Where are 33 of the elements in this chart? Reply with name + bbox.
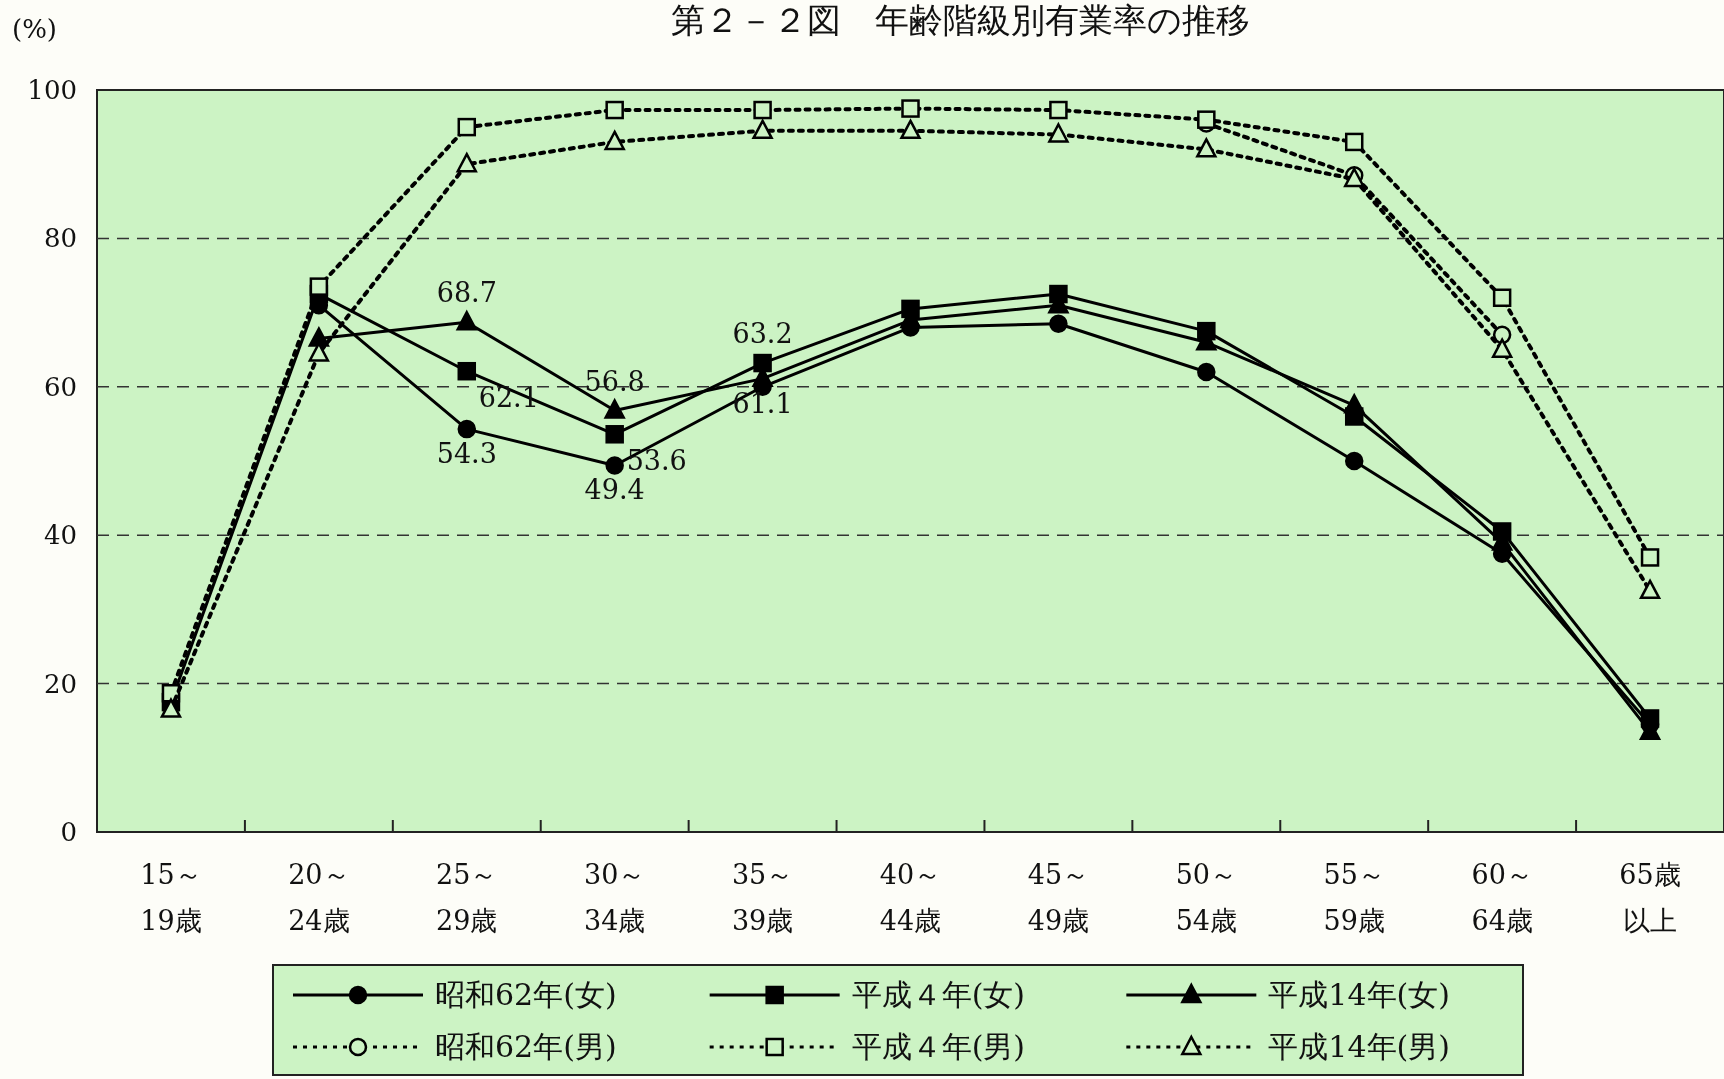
legend-label: 平成４年(女) — [851, 977, 1026, 1012]
x-tick-label: 35～39歳 — [731, 859, 794, 936]
legend-label: 平成４年(男) — [851, 1029, 1026, 1064]
legend-label: 平成14年(女) — [1268, 977, 1450, 1012]
data-label: 56.8 — [584, 365, 645, 397]
chart-title: 第２－２図 年齢階級別有業率の推移 — [670, 0, 1250, 40]
x-tick-label: 20～24歳 — [288, 859, 350, 936]
y-tick-label: 40 — [43, 520, 77, 551]
x-tick-label: 30～34歳 — [584, 859, 646, 936]
legend-label: 昭和62年(男) — [435, 1029, 617, 1064]
x-tick-label: 40～44歳 — [879, 859, 942, 936]
data-label: 54.3 — [436, 438, 497, 470]
y-tick-label: 100 — [27, 75, 77, 105]
x-tick-label: 50～54歳 — [1175, 859, 1237, 936]
legend-label: 昭和62年(女) — [435, 977, 617, 1012]
x-tick-label: 45～49歳 — [1027, 859, 1090, 936]
y-axis-title: (%) — [12, 14, 57, 44]
x-tick-label: 25～29歳 — [436, 859, 498, 936]
data-label: 62.1 — [478, 382, 539, 414]
y-tick-label: 20 — [43, 668, 77, 699]
y-tick-label: 0 — [60, 817, 77, 847]
y-tick-label: 80 — [43, 223, 77, 254]
data-label: 63.2 — [732, 318, 793, 350]
y-tick-label: 60 — [43, 371, 77, 402]
data-label: 53.6 — [626, 445, 687, 477]
data-label: 68.7 — [436, 277, 497, 309]
x-tick-label: 60～64歳 — [1471, 859, 1533, 936]
legend-label: 平成14年(男) — [1268, 1029, 1450, 1064]
x-tick-label: 55～59歳 — [1323, 859, 1385, 936]
x-tick-label: 15～19歳 — [140, 859, 202, 936]
x-tick-label: 65歳以上 — [1619, 859, 1681, 936]
data-label: 61.1 — [732, 387, 793, 419]
data-label: 49.4 — [584, 474, 645, 506]
